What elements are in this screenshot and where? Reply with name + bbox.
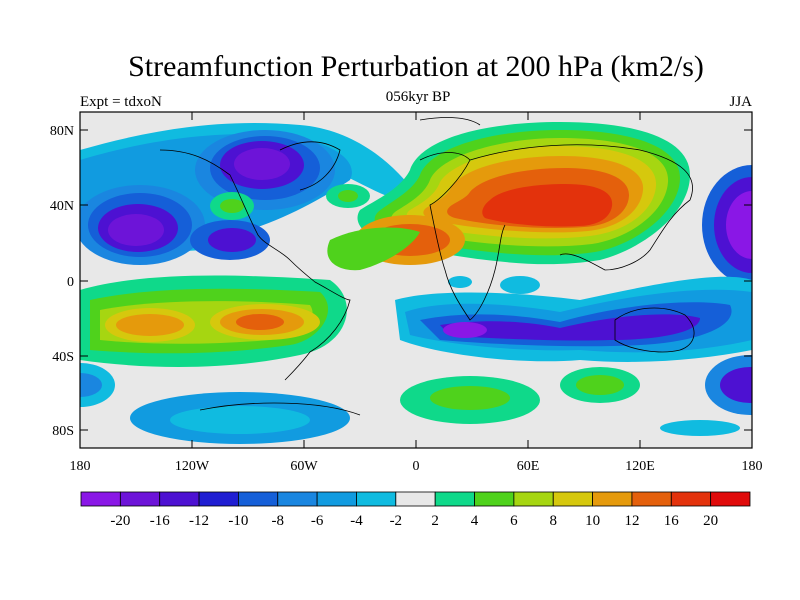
lon-label: 120E [625, 459, 655, 474]
hudson-coastline [279, 141, 341, 191]
colorbar-label: 20 [703, 513, 718, 529]
asia-coastline [469, 144, 693, 271]
antarctica-coastline [199, 402, 361, 416]
colorbar-swatch [395, 491, 436, 507]
contour-blob [116, 314, 184, 336]
greenland-coastline [419, 117, 481, 126]
colorbar-label: 12 [624, 513, 639, 529]
coastlines [159, 117, 695, 416]
contour-blob [234, 148, 290, 180]
colorbar-label: -6 [311, 513, 324, 529]
lon-label: 60E [517, 459, 540, 474]
lat-label: 40S [52, 350, 74, 365]
colorbar-swatch [159, 491, 200, 507]
americas-coastline [159, 149, 351, 381]
colorbar-swatch [592, 491, 633, 507]
colorbar-label: 16 [664, 513, 680, 529]
colorbar-swatch [198, 491, 239, 507]
contour-field [80, 112, 752, 448]
lon-label: 180 [70, 459, 91, 474]
contour-blob [108, 214, 164, 246]
lat-label: 0 [67, 275, 74, 290]
colorbar-label: -4 [350, 513, 363, 529]
colorbar-label: -12 [189, 513, 209, 529]
colorbar-label: 4 [471, 513, 479, 529]
contour-blob [338, 190, 358, 202]
contour-blob [430, 386, 510, 410]
contour-blob [660, 420, 740, 436]
colorbar-swatch [513, 491, 554, 507]
colorbar-swatch [80, 491, 121, 507]
map-title: Streamfunction Perturbation at 200 hPa (… [128, 50, 704, 83]
colorbar-swatch [316, 491, 357, 507]
contour-blob [208, 228, 256, 252]
colorbar-swatch [631, 491, 672, 507]
period-label: 056kyr BP [385, 89, 451, 105]
colorbar-label: -20 [110, 513, 130, 529]
colorbar-label: -8 [272, 513, 285, 529]
lon-label: 0 [413, 459, 420, 474]
season-label: JJA [729, 94, 752, 110]
colorbar-label: -2 [390, 513, 403, 529]
lat-label: 40N [50, 199, 74, 214]
contour-blob [220, 199, 244, 213]
colorbar-swatch [552, 491, 593, 507]
colorbar-swatch [474, 491, 515, 507]
contour-blob [236, 314, 284, 330]
lon-label: 120W [175, 459, 210, 474]
colorbar-swatch [238, 491, 279, 507]
colorbar-swatch [710, 491, 751, 507]
contour-blob [482, 184, 613, 227]
contour-blob [80, 373, 102, 397]
contour-blob [500, 276, 540, 294]
lon-label: 60W [290, 459, 318, 474]
contour-blob [440, 314, 700, 341]
contour-blob [726, 191, 752, 259]
contour-blob [443, 322, 487, 338]
colorbar-swatch [277, 491, 318, 507]
lon-label: 180 [742, 459, 763, 474]
axis-labels: 80N 40N 0 40S 80S 180 120W 60W 0 60E 120E 180 [50, 124, 763, 474]
colorbar-label: 6 [510, 513, 518, 529]
colorbar-swatches [80, 491, 751, 507]
experiment-label: Expt = tdxoN [80, 94, 162, 110]
contour-blob [170, 406, 310, 434]
colorbar-label: -10 [228, 513, 248, 529]
lat-label: 80N [50, 124, 74, 139]
contour-blob [327, 227, 420, 271]
colorbar-labels: -20 -16 -12 -10 -8 -6 -4 -2 2 4 6 8 10 12 16 20 [110, 513, 718, 529]
europe-africa-coastline [419, 152, 506, 321]
tick-marks [79, 112, 753, 448]
contour-blob [576, 375, 624, 395]
colorbar-label: 2 [431, 513, 439, 529]
colorbar-label: 8 [549, 513, 557, 529]
colorbar-label: 10 [585, 513, 600, 529]
colorbar-swatch [670, 491, 712, 507]
contour-blob [448, 276, 472, 288]
contour-blob [720, 367, 752, 403]
australia-coastline [614, 307, 695, 353]
colorbar-label: -16 [150, 513, 170, 529]
colorbar-swatch [356, 491, 397, 507]
colorbar-swatch [434, 491, 475, 507]
colorbar-swatch [119, 491, 161, 507]
lat-label: 80S [52, 424, 74, 439]
